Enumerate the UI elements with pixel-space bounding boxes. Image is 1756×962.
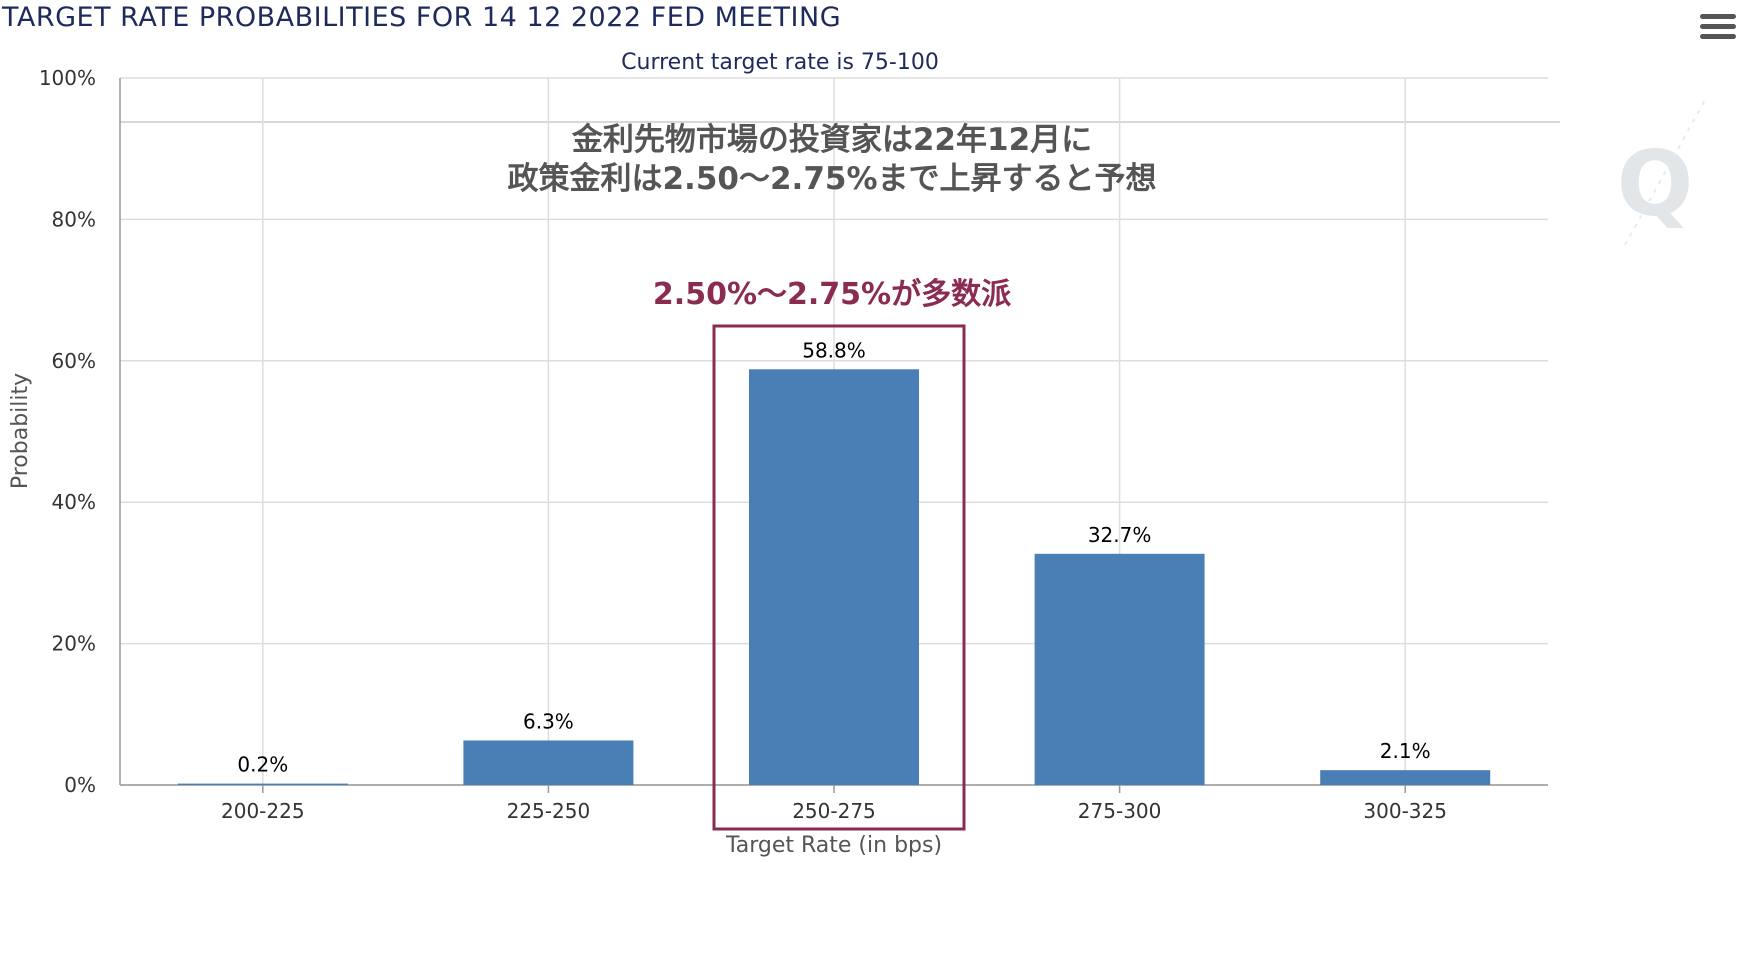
x-tick-label: 300-325 <box>1363 799 1447 823</box>
y-tick-label: 40% <box>52 490 96 514</box>
highlight-box <box>712 324 966 831</box>
x-tick-label: 200-225 <box>221 799 305 823</box>
y-tick-label: 0% <box>64 773 96 797</box>
y-axis-title: Probability <box>8 373 33 489</box>
bar-275-300[interactable] <box>1034 553 1205 785</box>
bar-250-275[interactable] <box>749 369 919 785</box>
chart-subtitle: Current target rate is 75-100 <box>621 50 939 75</box>
x-tick-label: 275-300 <box>1078 799 1162 823</box>
annotation-line-1: 金利先物市場の投資家は22年12月に <box>571 122 1092 158</box>
svg-text:Q: Q <box>1617 132 1694 237</box>
x-tick-label: 225-250 <box>507 799 591 823</box>
data-labels: 0.2% 6.3% 58.8% 32.7% 2.1% <box>237 338 1430 776</box>
bar-300-325[interactable] <box>1320 770 1491 785</box>
data-label: 2.1% <box>1380 739 1431 763</box>
y-axis-ticks: 0% 20% 40% 60% 80% 100% <box>39 66 96 797</box>
chart-title: TARGET RATE PROBABILITIES FOR 14 12 2022… <box>2 2 842 33</box>
hamburger-menu-icon[interactable] <box>1700 14 1736 44</box>
x-axis-title: Target Rate (in bps) <box>725 833 942 858</box>
watermark-logo: Q <box>1617 99 1706 246</box>
y-tick-label: 80% <box>52 207 96 231</box>
y-tick-label: 100% <box>39 66 96 90</box>
annotation-line-2: 政策金利は2.50〜2.75%まで上昇すると予想 <box>507 161 1156 197</box>
data-label: 6.3% <box>523 709 574 733</box>
data-label: 32.7% <box>1088 523 1152 547</box>
x-axis-ticks: 200-225 225-250 250-275 275-300 300-325 <box>221 785 1447 823</box>
bar-200-225[interactable] <box>177 783 348 785</box>
data-label: 0.2% <box>237 753 288 777</box>
annotation-highlight: 2.50%〜2.75%が多数派 <box>653 277 1011 312</box>
x-tick-label: 250-275 <box>792 799 876 823</box>
y-tick-label: 20% <box>52 632 96 656</box>
data-label: 58.8% <box>802 338 866 362</box>
bars <box>177 369 1491 785</box>
y-tick-label: 60% <box>52 349 96 373</box>
bar-225-250[interactable] <box>463 740 634 785</box>
